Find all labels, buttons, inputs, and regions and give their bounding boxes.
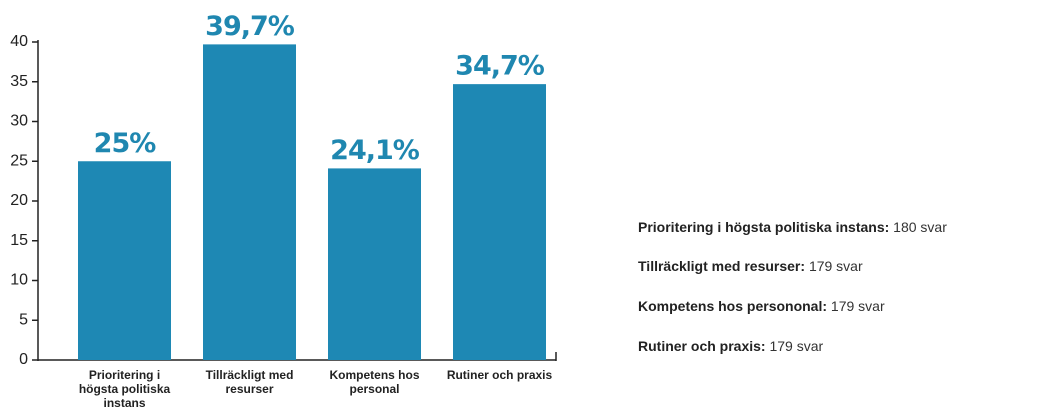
note-label: Kompetens hos persononal:	[638, 298, 828, 314]
note: Prioritering i högsta politiska instans:…	[638, 219, 947, 235]
note-text: 180 svar	[893, 219, 947, 235]
y-tick-label: 35	[10, 73, 28, 90]
y-tick-label: 30	[10, 113, 28, 130]
bar	[328, 168, 421, 360]
note: Rutiner och praxis: 179 svar	[638, 338, 823, 354]
bar	[78, 161, 171, 360]
note-label: Prioritering i högsta politiska instans:	[638, 219, 890, 235]
note-text: 179 svar	[808, 258, 863, 274]
note: Kompetens hos persononal: 179 svar	[638, 298, 885, 314]
y-tick-label: 40	[10, 33, 28, 50]
bar	[453, 84, 546, 360]
note-text: 179 svar	[769, 338, 824, 354]
bar	[203, 44, 296, 360]
note: Tillräckligt med resurser: 179 svar	[638, 258, 863, 274]
y-tick-label: 5	[19, 311, 28, 328]
x-tick-label: Rutiner och praxis	[446, 368, 553, 382]
x-tick-label: Tillräckligt med resurser	[205, 368, 294, 396]
note-label: Tillräckligt med resurser:	[638, 258, 806, 274]
y-tick-label: 25	[10, 152, 28, 169]
value-label: 34,7%	[455, 51, 545, 82]
value-label: 24,1%	[330, 135, 420, 166]
value-label: 25%	[94, 128, 157, 159]
note-text: 179 svar	[830, 298, 885, 314]
value-label: 39,7%	[205, 11, 295, 42]
x-tick-label: Prioritering i högsta politiska instans	[78, 368, 171, 410]
x-tick-label: Kompetens hos personal	[329, 368, 420, 396]
note-label: Rutiner och praxis:	[638, 338, 766, 354]
y-tick-label: 10	[10, 272, 28, 289]
y-tick-label: 20	[10, 192, 28, 209]
y-tick-label: 0	[19, 351, 28, 368]
y-tick-label: 15	[10, 232, 28, 249]
